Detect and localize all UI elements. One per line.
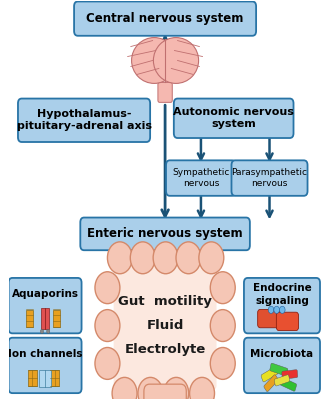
FancyBboxPatch shape	[50, 370, 59, 386]
FancyBboxPatch shape	[280, 378, 297, 391]
Circle shape	[164, 377, 189, 400]
FancyBboxPatch shape	[261, 367, 278, 382]
FancyBboxPatch shape	[28, 370, 37, 386]
FancyBboxPatch shape	[282, 370, 298, 379]
Text: Ion channels: Ion channels	[8, 349, 82, 359]
Circle shape	[210, 272, 235, 304]
FancyBboxPatch shape	[40, 370, 51, 387]
Text: Microbiota: Microbiota	[251, 349, 314, 359]
Text: Sympathetic
nervous: Sympathetic nervous	[172, 168, 230, 188]
Text: Endocrine
signaling: Endocrine signaling	[252, 283, 311, 306]
Circle shape	[41, 329, 43, 333]
Circle shape	[199, 242, 224, 274]
Text: Gut  motility: Gut motility	[118, 295, 212, 308]
FancyBboxPatch shape	[18, 98, 150, 142]
Circle shape	[112, 377, 137, 400]
Circle shape	[210, 310, 235, 342]
FancyBboxPatch shape	[114, 254, 216, 389]
FancyBboxPatch shape	[244, 338, 320, 393]
Circle shape	[279, 306, 285, 314]
FancyBboxPatch shape	[9, 278, 81, 333]
Circle shape	[95, 272, 120, 304]
FancyBboxPatch shape	[270, 363, 288, 376]
Circle shape	[95, 348, 120, 379]
Circle shape	[153, 242, 178, 274]
Ellipse shape	[132, 38, 177, 84]
FancyBboxPatch shape	[41, 308, 49, 329]
FancyBboxPatch shape	[26, 310, 33, 327]
Text: Parasympathetic
nervous: Parasympathetic nervous	[232, 168, 308, 188]
Circle shape	[190, 377, 214, 400]
Ellipse shape	[153, 38, 199, 84]
Circle shape	[176, 242, 201, 274]
FancyBboxPatch shape	[276, 312, 298, 330]
Circle shape	[95, 310, 120, 342]
FancyBboxPatch shape	[258, 310, 280, 328]
Text: Autonomic nervous
system: Autonomic nervous system	[173, 107, 294, 130]
Text: Central nervous system: Central nervous system	[86, 12, 244, 25]
FancyBboxPatch shape	[9, 338, 81, 393]
Text: Electrolyte: Electrolyte	[125, 343, 206, 356]
Circle shape	[47, 329, 50, 333]
FancyBboxPatch shape	[244, 278, 320, 333]
FancyBboxPatch shape	[174, 98, 294, 138]
FancyBboxPatch shape	[80, 218, 250, 250]
Circle shape	[130, 242, 155, 274]
Text: Hypothalamus-
pituitary-adrenal axis: Hypothalamus- pituitary-adrenal axis	[16, 109, 152, 132]
Text: Aquaporins: Aquaporins	[12, 290, 79, 300]
Text: Fluid: Fluid	[147, 319, 184, 332]
FancyBboxPatch shape	[232, 160, 308, 196]
Circle shape	[274, 306, 279, 314]
FancyBboxPatch shape	[166, 160, 236, 196]
Circle shape	[268, 306, 274, 314]
Text: Enteric nervous system: Enteric nervous system	[87, 227, 243, 240]
FancyBboxPatch shape	[274, 375, 290, 386]
FancyBboxPatch shape	[53, 310, 60, 327]
Circle shape	[108, 242, 132, 274]
FancyBboxPatch shape	[264, 375, 278, 392]
FancyBboxPatch shape	[158, 82, 172, 102]
Circle shape	[138, 377, 163, 400]
FancyBboxPatch shape	[74, 2, 256, 36]
Circle shape	[210, 348, 235, 379]
FancyBboxPatch shape	[144, 384, 186, 400]
